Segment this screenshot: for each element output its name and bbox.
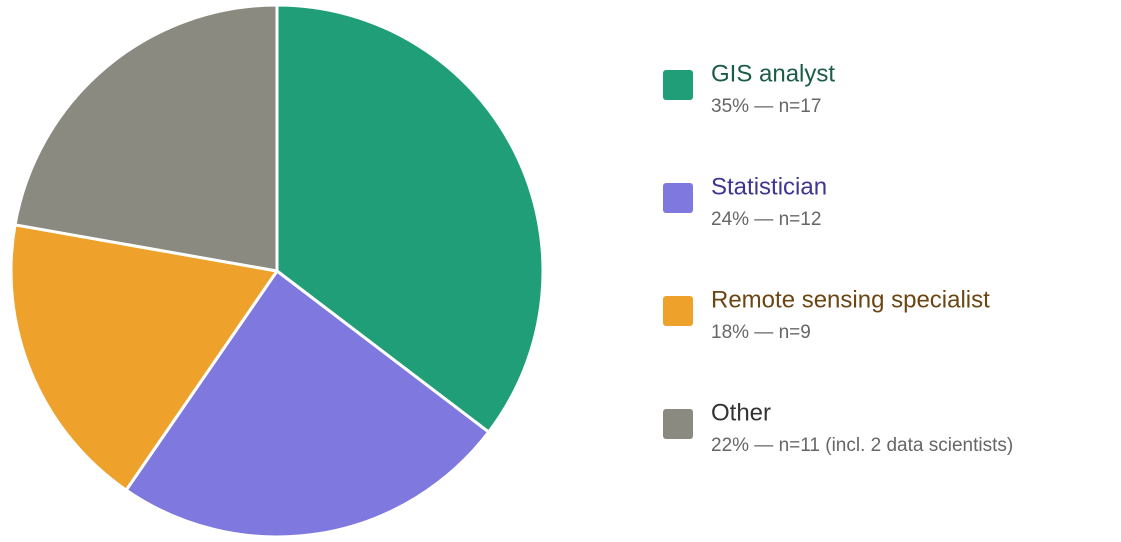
legend-value: 22% — n=11 (incl. 2 data scientists)	[711, 435, 1013, 456]
legend-value: 35% — n=17	[711, 96, 821, 117]
pie-slice	[124, 269, 491, 539]
legend-label: Statistician	[711, 173, 827, 200]
legend-value: 24% — n=12	[711, 209, 821, 230]
legend-swatch	[663, 409, 693, 439]
legend-label: Remote sensing specialist	[711, 286, 990, 313]
legend-label: GIS analyst	[711, 60, 835, 87]
legend-value: 18% — n=9	[711, 322, 811, 343]
pie-slice	[9, 223, 279, 492]
legend-swatch	[663, 296, 693, 326]
legend-swatch	[663, 70, 693, 100]
pie-slice	[275, 3, 545, 434]
legend-swatch	[663, 183, 693, 213]
legend-label: Other	[711, 399, 771, 426]
pie-slice	[13, 3, 279, 273]
